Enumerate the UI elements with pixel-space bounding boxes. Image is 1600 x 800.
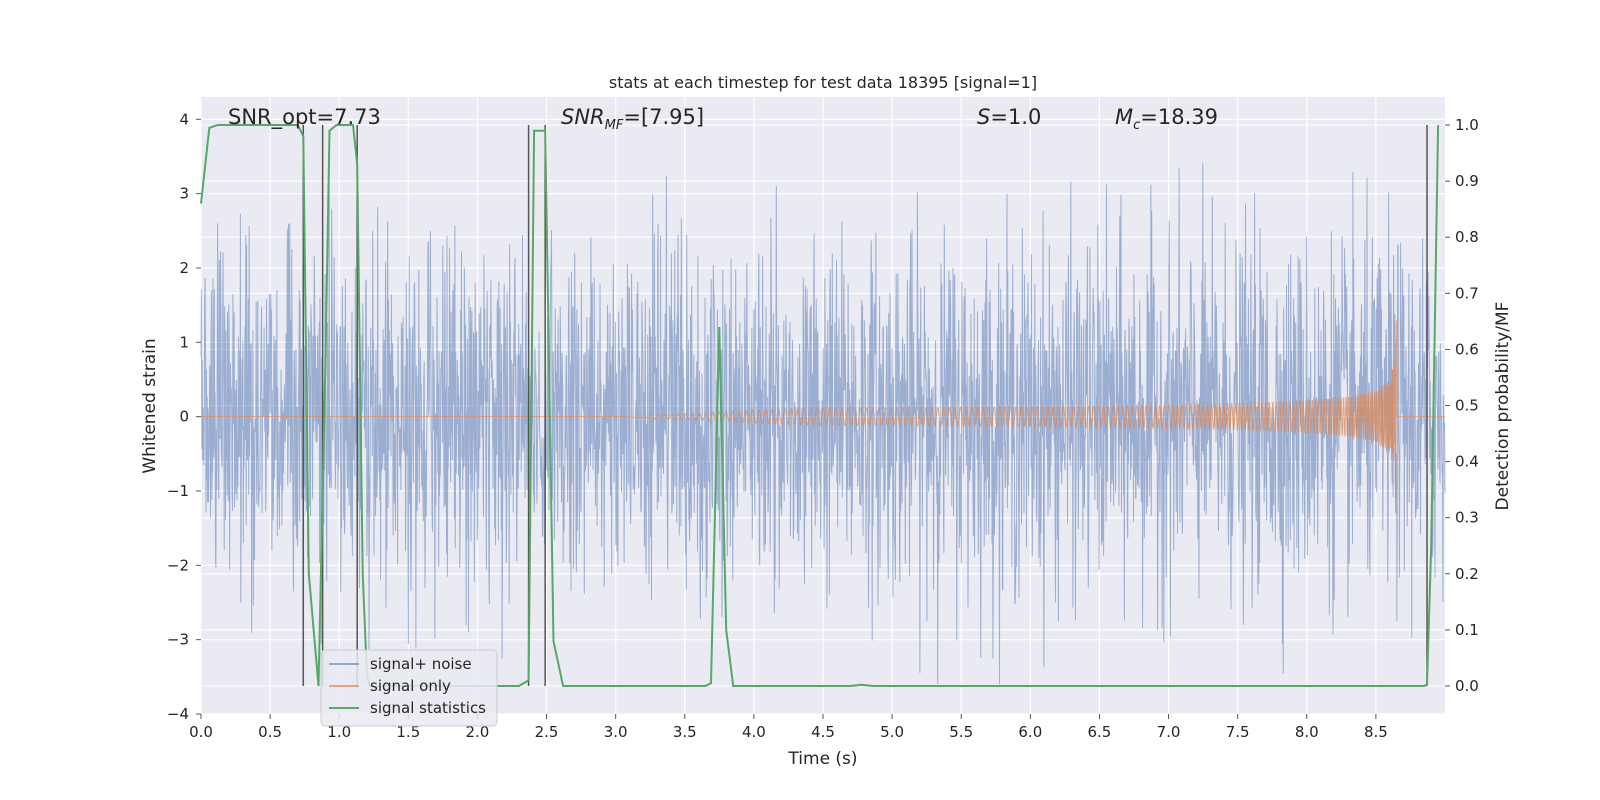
y2-tick-label: 0.3 — [1455, 509, 1479, 527]
x-tick-label: 2.0 — [466, 723, 490, 741]
y2-tick-label: 1.0 — [1455, 116, 1479, 134]
x-tick-label: 0.5 — [258, 723, 282, 741]
axes: 0.0 0.5 1.0 1.5 2.0 2.5 3.0 3.5 4.0 4.5 5.0 5.5 6.0 6… — [167, 110, 1479, 741]
annotation-s: S=1.0 — [977, 105, 1041, 129]
y-tick-label: 0 — [179, 408, 189, 426]
annotation-snr-opt: SNR_opt=7.73 — [228, 105, 381, 130]
x-tick-label: 8.0 — [1295, 723, 1319, 741]
y-tick-label: −2 — [167, 556, 189, 574]
y2-tick-label: 0.2 — [1455, 565, 1479, 583]
y2-tick-label: 0.8 — [1455, 228, 1479, 246]
x-tick-label: 3.5 — [673, 723, 697, 741]
y2-tick-label: 0.5 — [1455, 397, 1479, 415]
y2-axis-label: Detection probability/MF — [1493, 302, 1513, 511]
legend-label-signal: signal only — [370, 677, 451, 695]
signal-line — [201, 320, 1446, 499]
legend-box — [320, 649, 498, 727]
legend-label-stats: signal statistics — [370, 699, 486, 717]
y-tick-label: −4 — [167, 705, 189, 723]
x-tick-label: 7.5 — [1226, 723, 1250, 741]
stat-line — [200, 124, 1440, 687]
x-tick-label: 8.5 — [1364, 723, 1388, 741]
x-tick-label: 3.0 — [604, 723, 628, 741]
x-tick-label: 6.0 — [1018, 723, 1042, 741]
y2-tick-label: 0.4 — [1455, 453, 1479, 471]
y-tick-label: 2 — [179, 259, 189, 277]
x-tick-label: 2.5 — [535, 723, 559, 741]
y2-tick-label: 0.7 — [1455, 284, 1479, 302]
chart-title: stats at each timestep for test data 183… — [609, 73, 1037, 92]
annotation-snr-mf: SNRMF=[7.95] — [561, 105, 704, 133]
y-tick-label: −3 — [167, 631, 189, 649]
x-tick-label: 6.5 — [1088, 723, 1112, 741]
y-tick-label: −1 — [167, 482, 189, 500]
noise-series — [200, 162, 1446, 685]
y2-tick-label: 0.1 — [1455, 621, 1479, 639]
y-tick-label: 4 — [179, 110, 189, 128]
noise-line — [200, 162, 1446, 685]
y-tick-label: 3 — [179, 185, 189, 203]
y2-tick-label: 0.9 — [1455, 172, 1479, 190]
x-tick-label: 0.0 — [189, 723, 213, 741]
x-tick-label: 4.5 — [811, 723, 835, 741]
x-tick-label: 5.5 — [949, 723, 973, 741]
annotation-mc: Mc=18.39 — [1115, 105, 1218, 133]
y-tick-label: 1 — [179, 333, 189, 351]
x-tick-label: 5.0 — [880, 723, 904, 741]
legend: signal+ noise signal only signal statist… — [320, 649, 498, 727]
x-tick-label: 1.5 — [396, 723, 420, 741]
y2-tick-label: 0.6 — [1455, 340, 1479, 358]
stat-series — [200, 124, 1440, 687]
x-axis-label: Time (s) — [787, 749, 857, 769]
legend-label-noise: signal+ noise — [370, 655, 472, 673]
x-tick-label: 7.0 — [1157, 723, 1181, 741]
x-tick-label: 4.0 — [742, 723, 766, 741]
y2-tick-label: 0.0 — [1455, 677, 1479, 695]
signal-series — [201, 320, 1446, 499]
y-axis-label: Whitened strain — [140, 338, 160, 473]
x-tick-label: 1.0 — [327, 723, 351, 741]
